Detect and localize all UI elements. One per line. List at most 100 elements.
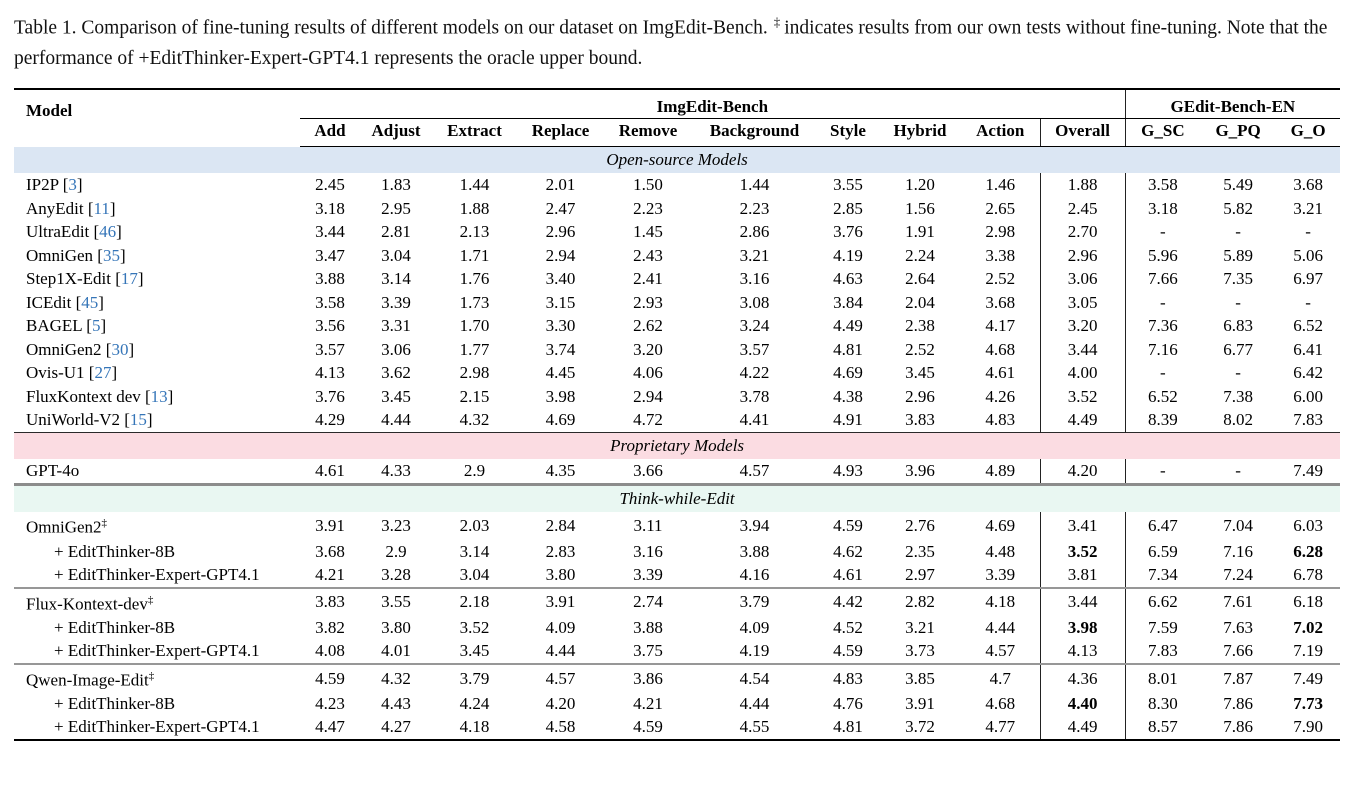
value-cell: 4.44 bbox=[545, 641, 576, 661]
model-name: UniWorld-V2 [15] bbox=[26, 410, 153, 430]
value-cell: 3.56 bbox=[315, 316, 345, 336]
value-cell: 2.98 bbox=[985, 222, 1016, 242]
value-cell: 4.91 bbox=[833, 410, 863, 430]
value-cell: 4.21 bbox=[633, 693, 663, 713]
model-name: ICEdit [45] bbox=[26, 292, 104, 312]
value-cell: 3.68 bbox=[985, 292, 1016, 312]
value-cell: 3.11 bbox=[633, 516, 663, 536]
citation-link[interactable]: 46 bbox=[99, 222, 117, 242]
double-dagger-symbol: ‡ bbox=[147, 593, 154, 606]
value-cell: 3.04 bbox=[459, 565, 490, 585]
table-row: Flux-Kontext-dev‡ 3.83 3.55 2.18 3.91 2.74 3.7… bbox=[14, 586, 1341, 616]
table-row: OmniGen2‡ 3.91 3.23 2.03 2.84 3.11 3.94 4.59 2.7… bbox=[14, 512, 1340, 540]
value-cell: 3.96 bbox=[905, 461, 935, 481]
value-cell: 2.01 bbox=[545, 175, 576, 195]
value-cell: 3.81 bbox=[1039, 563, 1126, 588]
citation-link[interactable]: 35 bbox=[102, 245, 120, 265]
value-cell: 4.49 bbox=[1039, 408, 1126, 433]
value-cell: 3.39 bbox=[633, 565, 663, 585]
citation-link[interactable]: 3 bbox=[68, 175, 77, 195]
col-header-go: G_O bbox=[1276, 118, 1341, 147]
value-cell: 4.35 bbox=[545, 461, 576, 481]
citation-link[interactable]: 27 bbox=[94, 363, 112, 383]
value-cell: - bbox=[1235, 222, 1241, 242]
table-row: + EditThinker-8B 3.68 2.9 3.14 2.83 3.16 3.88 4… bbox=[14, 539, 1340, 564]
value-cell: 2.13 bbox=[459, 222, 490, 242]
value-cell: 4.44 bbox=[739, 693, 770, 713]
value-cell: 2.93 bbox=[633, 292, 663, 312]
citation-link[interactable]: 11 bbox=[93, 198, 110, 218]
citation-link[interactable]: 45 bbox=[81, 292, 99, 312]
value-cell: 3.80 bbox=[381, 617, 411, 637]
citation-link[interactable]: 5 bbox=[91, 316, 101, 336]
value-cell: 2.03 bbox=[459, 516, 490, 536]
caption-text-1: Table 1. Comparison of fine-tuning resul… bbox=[14, 17, 768, 39]
value-cell: 2.9 bbox=[463, 461, 486, 481]
value-cell: 6.83 bbox=[1223, 316, 1253, 336]
value-cell: 7.86 bbox=[1223, 717, 1253, 737]
table-row: UniWorld-V2 [15] 4.29 4.44 4.32 4.69 4.72 4.41… bbox=[14, 408, 1340, 433]
value-cell: 8.01 bbox=[1124, 662, 1201, 692]
value-cell: 1.20 bbox=[905, 175, 935, 195]
value-cell: 3.58 bbox=[315, 292, 345, 312]
value-cell: 4.59 bbox=[833, 641, 863, 661]
table-row: + EditThinker-Expert-GPT4.1 4.08 4.01 3.45 4… bbox=[14, 639, 1340, 664]
value-cell: 2.96 bbox=[1039, 243, 1126, 268]
value-cell: 4.49 bbox=[1039, 715, 1126, 740]
value-cell: 6.18 bbox=[1276, 586, 1341, 616]
value-cell: 1.71 bbox=[459, 245, 490, 265]
value-cell: 4.61 bbox=[985, 363, 1016, 383]
value-cell: - bbox=[1235, 461, 1241, 481]
value-cell: 4.61 bbox=[315, 461, 345, 481]
value-cell: 4.00 bbox=[1039, 361, 1126, 385]
value-cell: 4.7 bbox=[961, 662, 1040, 692]
value-cell: 1.44 bbox=[739, 175, 770, 195]
value-cell: 4.01 bbox=[381, 641, 411, 661]
value-cell: 3.05 bbox=[1039, 290, 1126, 315]
value-cell: 4.42 bbox=[817, 586, 879, 616]
value-cell: 7.59 bbox=[1124, 615, 1201, 640]
value-cell: 2.35 bbox=[905, 541, 935, 561]
table-row: + EditThinker-8B 4.23 4.43 4.24 4.20 4.21 4.44… bbox=[14, 691, 1340, 716]
value-cell: 4.09 bbox=[545, 617, 576, 637]
value-cell: 5.49 bbox=[1223, 175, 1253, 195]
value-cell: 3.75 bbox=[633, 641, 663, 661]
value-cell: 2.47 bbox=[545, 198, 576, 218]
value-cell: 4.47 bbox=[315, 717, 345, 737]
model-name: Flux-Kontext-dev‡ bbox=[14, 586, 300, 616]
value-cell: 4.54 bbox=[692, 662, 817, 692]
value-cell: 3.76 bbox=[315, 386, 345, 406]
table-row: OmniGen [35] 3.47 3.04 1.71 2.94 2.43 3.21 4.19… bbox=[14, 243, 1340, 268]
citation-link[interactable]: 13 bbox=[150, 386, 168, 406]
value-cell: 4.52 bbox=[833, 617, 863, 637]
value-cell: 3.41 bbox=[1039, 512, 1126, 540]
value-cell: 4.59 bbox=[833, 516, 863, 536]
value-cell: 4.83 bbox=[985, 410, 1016, 430]
value-cell: 4.17 bbox=[985, 316, 1016, 336]
model-name: + EditThinker-Expert-GPT4.1 bbox=[54, 641, 260, 661]
model-name: IP2P [3] bbox=[26, 175, 83, 195]
value-cell: 1.73 bbox=[459, 292, 490, 312]
citation-link[interactable]: 17 bbox=[120, 269, 138, 289]
value-cell: 8.30 bbox=[1124, 691, 1201, 716]
value-cell: 4.49 bbox=[833, 316, 863, 336]
value-cell: 3.21 bbox=[905, 617, 935, 637]
value-cell: 3.16 bbox=[739, 269, 770, 289]
value-cell: 3.73 bbox=[905, 641, 935, 661]
value-cell: 3.47 bbox=[315, 245, 345, 265]
value-cell: 3.31 bbox=[381, 316, 411, 336]
citation-link[interactable]: 30 bbox=[111, 339, 129, 359]
table-row: + EditThinker-8B 3.82 3.80 3.52 4.09 3.88 4.09… bbox=[14, 615, 1340, 640]
value-cell: 5.89 bbox=[1223, 245, 1253, 265]
value-cell: 4.57 bbox=[985, 641, 1016, 661]
value-cell: 4.20 bbox=[1039, 459, 1126, 485]
value-cell: 7.66 bbox=[1223, 641, 1253, 661]
results-table: Model ImgEdit-Bench GEdit-Bench-EN Add A… bbox=[14, 87, 1341, 741]
value-cell: 3.57 bbox=[315, 339, 345, 359]
value-cell: 4.24 bbox=[459, 693, 490, 713]
value-cell: 4.68 bbox=[985, 339, 1016, 359]
value-cell: 3.91 bbox=[517, 586, 604, 616]
citation-link[interactable]: 15 bbox=[129, 410, 147, 430]
value-cell: 3.88 bbox=[739, 541, 770, 561]
